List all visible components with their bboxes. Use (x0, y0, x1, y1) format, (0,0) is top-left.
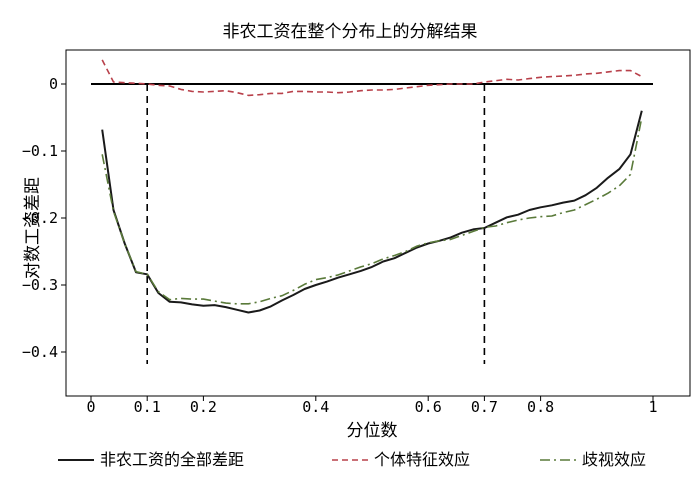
x-tick-label: 0.7 (471, 398, 498, 416)
x-tick-label: 0.1 (134, 398, 161, 416)
y-tick-label: 0 (49, 75, 58, 93)
legend-label: 个体特征效应 (374, 450, 470, 469)
reference-lines (91, 83, 653, 364)
series-group (101, 59, 643, 314)
chart-title: 非农工资在整个分布上的分解结果 (223, 22, 478, 42)
y-axis-label: 对数工资差距 (23, 177, 43, 279)
legend-label: 歧视效应 (582, 450, 646, 469)
x-tick-label: 0.6 (415, 398, 442, 416)
x-tick-label: 1 (648, 398, 657, 416)
y-tick-label: −0.2 (22, 209, 58, 227)
axes: 0 −0.1 −0.2 −0.3 −0.4 0 0.1 0.2 0.4 0.6 0.7 0.8 1 (22, 75, 658, 416)
x-tick-label: 0.4 (302, 398, 329, 416)
legend: 非农工资的全部差距 个体特征效应 歧视效应 (58, 450, 646, 469)
series-line-2 (101, 59, 643, 97)
series-line-1 (101, 110, 643, 314)
y-tick-label: −0.3 (22, 276, 58, 294)
x-tick-label: 0.2 (190, 398, 217, 416)
y-tick-label: −0.4 (22, 343, 58, 361)
x-axis-label: 分位数 (347, 421, 398, 441)
x-tick-label: 0.8 (527, 398, 554, 416)
x-tick-label: 0 (86, 398, 95, 416)
plot-frame (65, 49, 691, 397)
legend-label: 非农工资的全部差距 (100, 450, 244, 469)
series-line-3 (101, 117, 643, 305)
y-tick-label: −0.1 (22, 142, 58, 160)
